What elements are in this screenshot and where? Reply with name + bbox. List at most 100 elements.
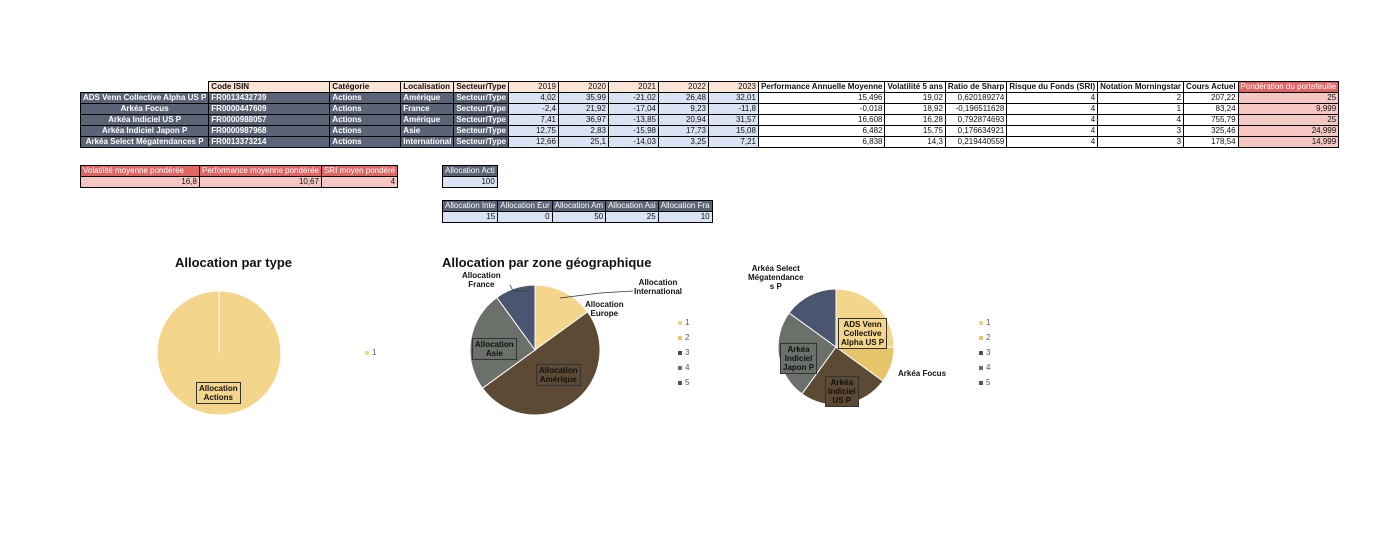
y2022-cell[interactable]: 3,25	[657, 136, 709, 148]
categorie-cell[interactable]: Actions	[329, 114, 402, 126]
chart3-legend-item[interactable]: 2	[979, 330, 990, 345]
alloc-header-amerique[interactable]: Allocation Am	[551, 200, 607, 212]
chart2-legend-item[interactable]: 1	[678, 315, 689, 330]
fund-name[interactable]: Arkéa Select Mégatendances P	[79, 136, 210, 148]
y2021-cell[interactable]: -13,85	[607, 114, 659, 126]
categorie-cell[interactable]: Actions	[329, 125, 402, 137]
alloc-value-international[interactable]: 15	[441, 211, 499, 223]
fund-name[interactable]: Arkéa Focus	[79, 103, 210, 115]
y2019-cell[interactable]: 12,66	[507, 136, 559, 148]
chart2-slice-1[interactable]	[534, 284, 589, 351]
y2019-cell[interactable]: -2,4	[507, 103, 559, 115]
sri-cell[interactable]: 4	[1006, 103, 1099, 115]
secteur-cell[interactable]: Secteur/Type	[453, 136, 509, 148]
alloc-value-france[interactable]: 10	[657, 211, 713, 223]
vol-cell[interactable]: 14,3	[884, 136, 946, 148]
localisation-cell[interactable]: Amérique	[400, 114, 455, 126]
vol-moyenne-value[interactable]: 16,8	[80, 176, 200, 188]
fund-name[interactable]: ADS Venn Collective Alpha US P	[79, 92, 210, 104]
sharp-cell[interactable]: 0,620189274	[944, 92, 1008, 104]
alloc-header-asie[interactable]: Allocation Asi	[605, 200, 659, 212]
fund-name[interactable]: Arkéa Indiciel US P	[79, 114, 210, 126]
y2022-cell[interactable]: 9,23	[657, 103, 709, 115]
perf-cell[interactable]: -0,018	[757, 103, 886, 115]
sri-moyen-value[interactable]: 4	[320, 176, 399, 188]
chart3-slice-5[interactable]	[788, 288, 837, 348]
chart3-legend-item[interactable]: 4	[979, 360, 990, 375]
morningstar-cell[interactable]: 3	[1097, 136, 1185, 148]
categorie-cell[interactable]: Actions	[329, 136, 402, 148]
isin-cell[interactable]: FR0013373214	[208, 136, 331, 148]
vol-cell[interactable]: 18,92	[884, 103, 946, 115]
alloc-value-amerique[interactable]: 50	[551, 211, 607, 223]
localisation-cell[interactable]: France	[400, 103, 455, 115]
localisation-cell[interactable]: Asie	[400, 125, 455, 137]
header-volatilite[interactable]: Volatilité 5 ans	[884, 81, 946, 93]
y2021-cell[interactable]: -15,98	[607, 125, 659, 137]
perf-cell[interactable]: 6,838	[757, 136, 886, 148]
y2020-cell[interactable]: 25,1	[557, 136, 609, 148]
y2020-cell[interactable]: 35,99	[557, 92, 609, 104]
perf-cell[interactable]: 6,482	[757, 125, 886, 137]
alloc-header-france[interactable]: Allocation Fra	[657, 200, 713, 212]
y2021-cell[interactable]: -21,02	[607, 92, 659, 104]
chart3-legend-item[interactable]: 5	[979, 375, 990, 390]
isin-cell[interactable]: FR0013432739	[208, 92, 331, 104]
perf-cell[interactable]: 16,608	[757, 114, 886, 126]
chart2-slice-5[interactable]	[496, 284, 536, 352]
header-secteur[interactable]: Secteur/Type	[453, 81, 509, 93]
y2023-cell[interactable]: 7,21	[707, 136, 759, 148]
header-sri[interactable]: Risque du Fonds (SRI)	[1006, 81, 1099, 93]
morningstar-cell[interactable]: 2	[1097, 92, 1185, 104]
sharp-cell[interactable]: 0,792874693	[944, 114, 1008, 126]
header-2022[interactable]: 2022	[657, 81, 709, 93]
y2021-cell[interactable]: -17,04	[607, 103, 659, 115]
secteur-cell[interactable]: Secteur/Type	[453, 92, 509, 104]
y2023-cell[interactable]: 31,57	[707, 114, 759, 126]
header-2023[interactable]: 2023	[707, 81, 759, 93]
y2023-cell[interactable]: 32,01	[707, 92, 759, 104]
sri-cell[interactable]: 4	[1006, 125, 1099, 137]
chart2-legend-item[interactable]: 5	[678, 375, 689, 390]
y2023-cell[interactable]: 15,08	[707, 125, 759, 137]
sri-cell[interactable]: 4	[1006, 114, 1099, 126]
chart1-pie[interactable]	[150, 288, 290, 418]
categorie-cell[interactable]: Actions	[329, 92, 402, 104]
vol-moyenne-label[interactable]: Volatilité moyenne pondérée	[80, 165, 200, 177]
header-morningstar[interactable]: Notation Morningstar	[1097, 81, 1185, 93]
y2021-cell[interactable]: -14,03	[607, 136, 659, 148]
cours-cell[interactable]: 325,46	[1183, 125, 1239, 137]
isin-cell[interactable]: FR0000987968	[208, 125, 331, 137]
alloc-actions-value[interactable]: 100	[442, 176, 498, 188]
header-ponderation[interactable]: Pondération du portefeuille	[1237, 81, 1340, 93]
alloc-header-international[interactable]: Allocation Inte	[441, 200, 499, 212]
y2023-cell[interactable]: -11,8	[707, 103, 759, 115]
sri-moyen-label[interactable]: SRI moyen pondéré	[320, 165, 399, 177]
chart2-legend-item[interactable]: 4	[678, 360, 689, 375]
morningstar-cell[interactable]: 4	[1097, 114, 1185, 126]
ponderation-cell[interactable]: 25	[1237, 114, 1340, 126]
alloc-value-asie[interactable]: 25	[605, 211, 659, 223]
y2022-cell[interactable]: 26,48	[657, 92, 709, 104]
categorie-cell[interactable]: Actions	[329, 103, 402, 115]
ponderation-cell[interactable]: 9,999	[1237, 103, 1340, 115]
cours-cell[interactable]: 207,22	[1183, 92, 1239, 104]
chart2-legend-item[interactable]: 3	[678, 345, 689, 360]
cours-cell[interactable]: 83,24	[1183, 103, 1239, 115]
header-isin[interactable]: Code ISIN	[208, 81, 331, 93]
vol-cell[interactable]: 15,75	[884, 125, 946, 137]
y2020-cell[interactable]: 36,97	[557, 114, 609, 126]
morningstar-cell[interactable]: 1	[1097, 103, 1185, 115]
sharp-cell[interactable]: -0,196511628	[944, 103, 1008, 115]
sri-cell[interactable]: 4	[1006, 136, 1099, 148]
y2019-cell[interactable]: 12,75	[507, 125, 559, 137]
ponderation-cell[interactable]: 25	[1237, 92, 1340, 104]
vol-cell[interactable]: 19,02	[884, 92, 946, 104]
sharp-cell[interactable]: 0,219440559	[944, 136, 1008, 148]
perf-cell[interactable]: 15,496	[757, 92, 886, 104]
fund-name[interactable]: Arkéa Indiciel Japon P	[79, 125, 210, 137]
perf-moyenne-value[interactable]: 10,67	[199, 176, 322, 188]
ponderation-cell[interactable]: 14,999	[1237, 136, 1340, 148]
header-2020[interactable]: 2020	[557, 81, 609, 93]
y2022-cell[interactable]: 17,73	[657, 125, 709, 137]
